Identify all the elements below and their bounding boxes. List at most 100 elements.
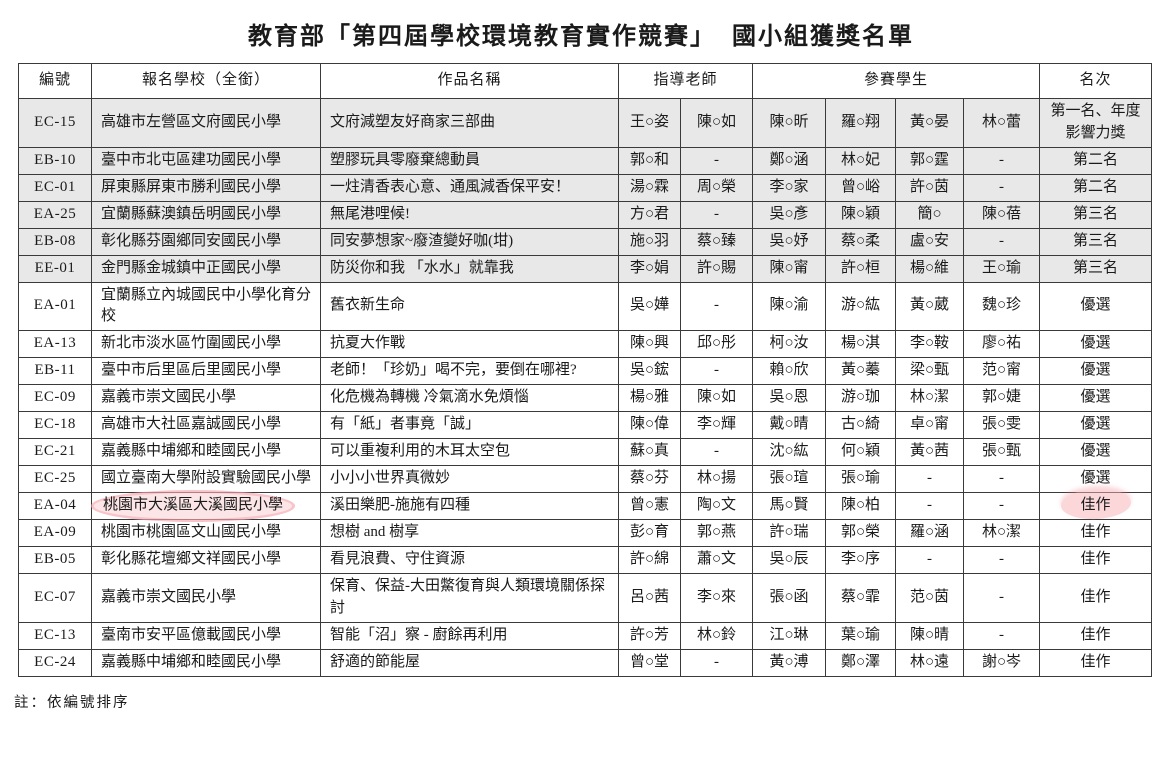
column-header: 參賽學生 <box>752 63 1041 99</box>
rank-cell: 佳作 <box>1039 621 1153 650</box>
teacher-cell: 周○榮 <box>679 173 754 202</box>
teacher-cell: - <box>679 146 754 175</box>
teacher-cell: 邱○彤 <box>679 330 754 358</box>
page-title: 教育部「第四屆學校環境教育實作競賽」 國小組獲獎名單 <box>248 24 914 50</box>
school-cell: 彰化縣花壇鄉文祥國民小學 <box>91 546 321 574</box>
student-cell: 古○綺 <box>825 411 897 439</box>
student-cell: 林○潔 <box>963 519 1041 547</box>
school-cell: 嘉義市崇文國民小學 <box>91 384 321 412</box>
student-cell: 賴○欣 <box>752 357 827 385</box>
teacher-cell: 陶○文 <box>679 492 754 520</box>
work-title-cell: 智能「沼」察 - 廚餘再利用 <box>320 621 619 650</box>
rank-cell-highlighted-text: 佳作 <box>1077 495 1115 517</box>
teacher-cell: 湯○霖 <box>618 173 681 202</box>
rank-cell: 第三名 <box>1039 200 1153 229</box>
award-table: 編號 報名學校（全銜） 作品名稱 指導老師 參賽學生 名次 EC-15 高雄市左營區文府國民… <box>18 63 1153 677</box>
student-cell: 鄭○涵 <box>752 146 827 175</box>
teacher-cell: - <box>679 648 754 677</box>
row-id-cell: EB-08 <box>18 227 92 256</box>
student-cell: 林○蕾 <box>963 98 1041 148</box>
rank-cell: 優選 <box>1039 357 1153 385</box>
student-cell: 范○茵 <box>895 573 965 623</box>
row-id-cell: EC-13 <box>18 621 92 650</box>
student-cell: 黃○葳 <box>895 281 965 331</box>
table-row: EB-05 彰化縣花壇鄉文祥國民小學 看見浪費、守住資源 許○綿 蕭○文 吳○辰 李○序 - -… <box>18 546 1153 574</box>
column-header: 名次 <box>1039 63 1153 99</box>
work-title-cell: 同安夢想家~廢渣變好咖(坩) <box>320 227 619 256</box>
table-row: EB-11 臺中市后里區后里國民小學 老師！「珍奶」喝不完，要倒在哪裡? 吳○鋐 - 賴○… <box>18 357 1153 385</box>
student-cell: 張○瑄 <box>752 465 827 493</box>
row-id-cell: EB-11 <box>18 357 92 385</box>
student-cell: - <box>963 465 1041 493</box>
student-cell: 陳○渝 <box>752 281 827 331</box>
rank-cell: 第三名 <box>1039 254 1153 283</box>
work-title-cell: 舊衣新生命 <box>320 281 619 331</box>
school-cell: 宜蘭縣立內城國民中小學化育分校 <box>91 281 321 331</box>
teacher-cell: 蔡○芬 <box>618 465 681 493</box>
student-cell: 陳○晴 <box>895 621 965 650</box>
teacher-cell: 彭○育 <box>618 519 681 547</box>
row-id-cell: EC-25 <box>18 465 92 493</box>
student-cell: 廖○祐 <box>963 330 1041 358</box>
rank-cell: 佳作 <box>1039 546 1153 574</box>
work-title-cell: 看見浪費、守住資源 <box>320 546 619 574</box>
student-cell: 蔡○霏 <box>825 573 897 623</box>
teacher-cell: - <box>679 357 754 385</box>
school-cell: 彰化縣芬園鄉同安國民小學 <box>91 227 321 256</box>
school-cell: 屏東縣屏東市勝利國民小學 <box>91 173 321 202</box>
teacher-cell: 方○君 <box>618 200 681 229</box>
teacher-cell: 許○賜 <box>679 254 754 283</box>
student-cell: 林○妃 <box>825 146 897 175</box>
row-id-cell: EB-05 <box>18 546 92 574</box>
student-cell: 李○序 <box>825 546 897 574</box>
school-cell: 臺中市后里區后里國民小學 <box>91 357 321 385</box>
student-cell: 鄭○澤 <box>825 648 897 677</box>
table-header-row: 編號 報名學校（全銜） 作品名稱 指導老師 參賽學生 名次 <box>18 63 1153 99</box>
table-row: EB-08 彰化縣芬園鄉同安國民小學 同安夢想家~廢渣變好咖(坩) 施○羽 蔡○臻 吳○妤… <box>18 227 1153 256</box>
student-cell: 游○紘 <box>825 281 897 331</box>
work-title-cell: 舒適的節能屋 <box>320 648 619 677</box>
teacher-cell: 吳○嬅 <box>618 281 681 331</box>
work-title-cell: 有「紙」者事竟「誠」 <box>320 411 619 439</box>
rank-cell: 優選 <box>1039 384 1153 412</box>
work-title-cell: 無尾港哩候! <box>320 200 619 229</box>
teacher-cell: 許○綿 <box>618 546 681 574</box>
student-cell: 王○瑜 <box>963 254 1041 283</box>
row-id-cell: EC-15 <box>18 98 92 148</box>
student-cell: 魏○珍 <box>963 281 1041 331</box>
student-cell: 戴○晴 <box>752 411 827 439</box>
student-cell: - <box>963 492 1041 520</box>
student-cell: 沈○紘 <box>752 438 827 466</box>
teacher-cell: 楊○雅 <box>618 384 681 412</box>
teacher-cell: 王○姿 <box>618 98 681 148</box>
teacher-cell: 郭○和 <box>618 146 681 175</box>
teacher-cell: - <box>679 438 754 466</box>
student-cell: 李○鞍 <box>895 330 965 358</box>
student-cell: 黃○蓁 <box>825 357 897 385</box>
row-id-cell: EA-25 <box>18 200 92 229</box>
work-title-cell: 小小小世界真微妙 <box>320 465 619 493</box>
work-title-cell: 一炷清香表心意、通風減香保平安！ <box>320 173 619 202</box>
student-cell: 郭○婕 <box>963 384 1041 412</box>
student-cell: 黃○晏 <box>895 98 965 148</box>
table-row: EC-24 嘉義縣中埔鄉和睦國民小學 舒適的節能屋 曾○堂 - 黃○溥 鄭○澤 林○遠 謝○岑佳… <box>18 648 1153 677</box>
table-row: EA-25 宜蘭縣蘇澳鎮岳明國民小學 無尾港哩候! 方○君 - 吳○彥 陳○穎 簡○ 陳○蓓 第三… <box>18 200 1153 229</box>
rank-cell: 佳作 <box>1039 648 1153 677</box>
column-header: 指導老師 <box>617 63 754 99</box>
row-id-cell: EC-09 <box>18 384 92 412</box>
teacher-cell: 李○來 <box>679 573 754 623</box>
table-row: EC-21 嘉義縣中埔鄉和睦國民小學 可以重複利用的木耳太空包 蘇○真 - 沈○紘 何○穎黃… <box>18 438 1153 466</box>
teacher-cell: 郭○燕 <box>679 519 754 547</box>
student-cell: - <box>963 621 1041 650</box>
school-cell: 桃園市大溪區大溪國民小學 <box>90 490 321 522</box>
student-cell: 陳○柏 <box>825 492 897 520</box>
rank-cell: 佳作 <box>1039 519 1153 547</box>
teacher-cell: - <box>679 200 754 229</box>
student-cell: 楊○維 <box>895 254 965 283</box>
teacher-cell: 施○羽 <box>618 227 681 256</box>
school-cell: 臺中市北屯區建功國民小學 <box>91 146 321 175</box>
student-cell: 許○茵 <box>895 173 965 202</box>
student-cell: 陳○穎 <box>825 200 897 229</box>
row-id-cell: EC-07 <box>18 573 92 623</box>
student-cell: 吳○彥 <box>752 200 827 229</box>
